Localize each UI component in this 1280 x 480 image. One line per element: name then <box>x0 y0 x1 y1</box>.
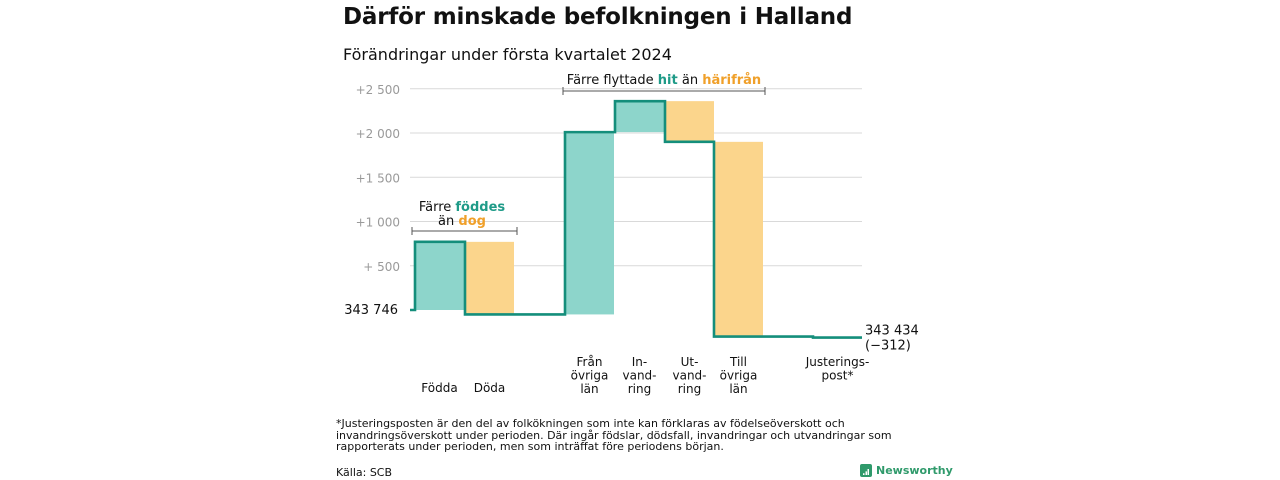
category-label: post* <box>822 369 854 383</box>
category-label: Ut- <box>681 355 699 369</box>
annotation-deaths-prefix: än <box>438 214 458 229</box>
annotation-births-highlight: föddes <box>455 200 505 215</box>
bar <box>665 101 714 142</box>
annotation-deaths-highlight: dog <box>458 214 486 229</box>
category-label: Födda <box>421 381 457 395</box>
waterfall-chart: + 500 +1 000 +1 500 +2 000 +2 500 Födda Döda Fr… <box>344 73 919 396</box>
source-label: Källa: SCB <box>336 466 393 479</box>
category-label: län <box>580 382 598 396</box>
bar <box>465 241 514 315</box>
bar <box>565 132 614 315</box>
category-label: ring <box>678 382 702 396</box>
end-value-label: 343 434 <box>865 324 919 339</box>
y-tick-label: +1 000 <box>356 216 400 230</box>
footnote: *Justeringsposten är den del av folkökni… <box>336 417 892 453</box>
annotation-migration-middle: än <box>678 73 702 88</box>
newsworthy-logo-icon <box>860 464 872 477</box>
category-label: ring <box>628 382 652 396</box>
category-label: vand- <box>622 369 656 383</box>
annotation-migration-hit: hit <box>658 73 678 88</box>
y-tick-label: + 500 <box>363 260 400 274</box>
annotation-migration-harifran: härifrån <box>702 73 761 88</box>
annotation-births-prefix: Färre <box>419 200 456 215</box>
step-line <box>410 99 862 339</box>
category-label: övriga <box>720 369 758 383</box>
category-label: Från <box>577 355 603 369</box>
brand[interactable]: Newsworthy <box>860 464 953 477</box>
bar <box>714 141 763 337</box>
category-label: län <box>729 382 747 396</box>
y-tick-label: +2 500 <box>356 83 400 97</box>
chart-subtitle: Förändringar under första kvartalet 2024 <box>343 45 672 64</box>
brand-name: Newsworthy <box>876 464 953 477</box>
y-tick-label: +1 500 <box>356 171 400 185</box>
chart-title: Därför minskade befolkningen i Halland <box>343 4 853 30</box>
annotation-migration-prefix: Färre flyttade <box>567 73 658 88</box>
category-label: Justerings- <box>805 355 870 369</box>
start-value-label: 343 746 <box>344 303 398 318</box>
annotation-migration: Färre flyttade hit än härifrån <box>567 73 761 88</box>
category-label: Till <box>729 355 747 369</box>
bar <box>415 241 464 310</box>
y-tick-label: +2 000 <box>356 127 400 141</box>
category-label: vand- <box>672 369 706 383</box>
bar <box>615 101 664 133</box>
category-label: Döda <box>474 381 506 395</box>
annotation-births-line2: än dog <box>438 214 486 229</box>
category-label: övriga <box>571 369 609 383</box>
end-change-label: (−312) <box>865 339 911 354</box>
annotation-births-line1: Färre föddes <box>419 200 506 215</box>
category-label: In- <box>632 355 647 369</box>
